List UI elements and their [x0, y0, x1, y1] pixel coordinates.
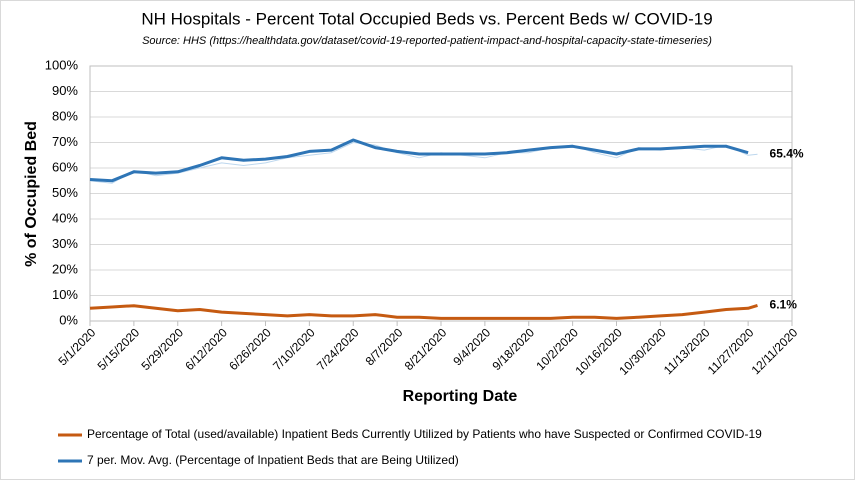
y-tick-label: 50% [52, 185, 78, 200]
y-tick-label: 0% [59, 312, 78, 327]
series-line [89, 303, 758, 320]
y-tick-label: 20% [52, 261, 78, 276]
data-label: 6.1% [770, 298, 798, 312]
x-axis-label: Reporting Date [403, 388, 518, 405]
y-axis-label: % of Occupied Bed [23, 121, 40, 267]
series-line [89, 138, 749, 183]
y-tick-label: 90% [52, 83, 78, 98]
y-tick-label: 10% [52, 287, 78, 302]
legend-label: Percentage of Total (used/available) Inp… [87, 427, 762, 441]
y-tick-label: 30% [52, 236, 78, 251]
y-tick-label: 80% [52, 108, 78, 123]
chart-subtitle: Source: HHS (https://healthdata.gov/data… [142, 35, 712, 47]
legend-label: 7 per. Mov. Avg. (Percentage of Inpatien… [87, 453, 459, 467]
y-tick-label: 100% [45, 57, 79, 72]
y-tick-label: 40% [52, 210, 78, 225]
y-tick-label: 70% [52, 134, 78, 149]
chart-title: NH Hospitals - Percent Total Occupied Be… [141, 9, 712, 28]
y-tick-label: 60% [52, 159, 78, 174]
data-label: 65.4% [770, 146, 804, 160]
